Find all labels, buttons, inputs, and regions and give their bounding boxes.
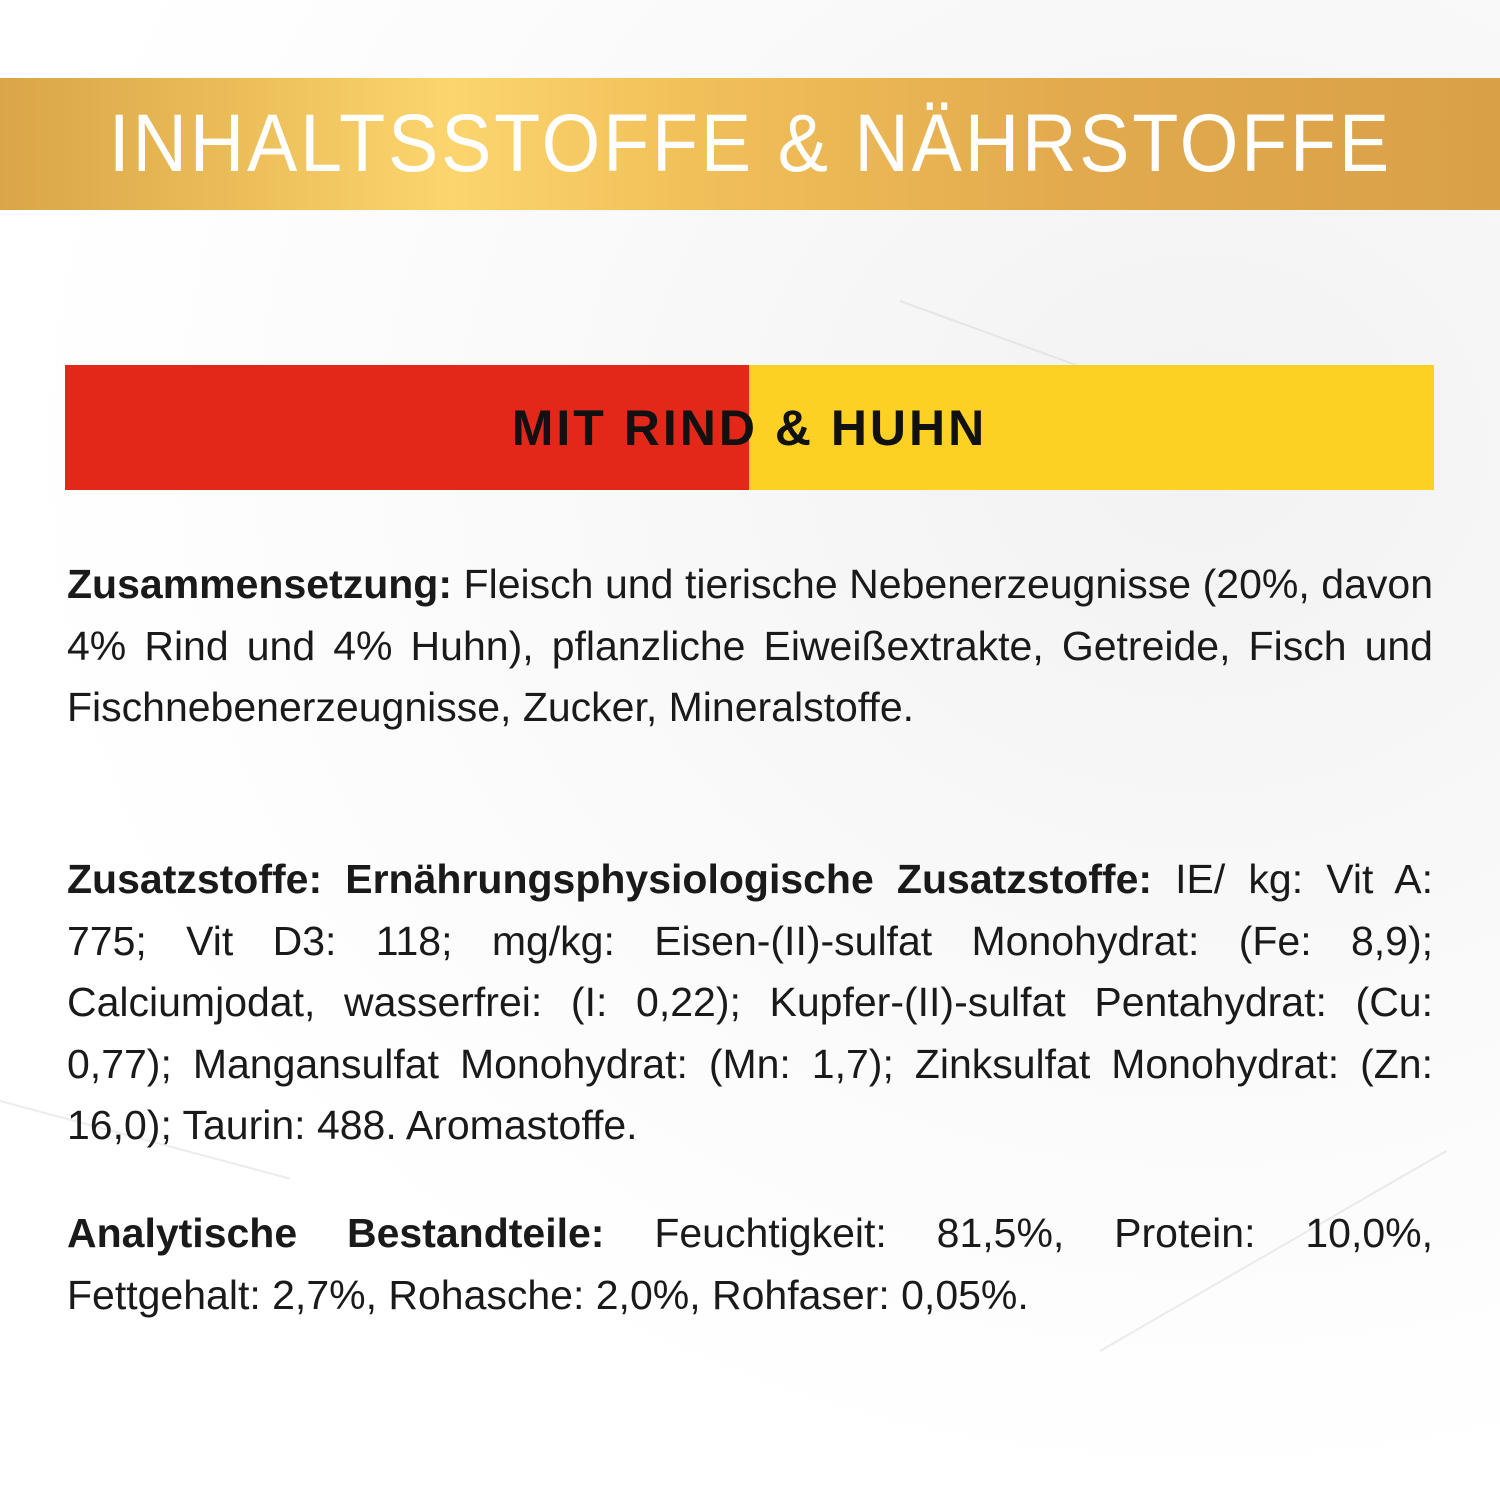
header-banner: INHALTSSTOFFE & NÄHRSTOFFE <box>0 78 1500 210</box>
analytical-section: Analytische Bestandteile: Feuchtigkeit: … <box>67 1203 1433 1326</box>
section-label: Zusammensetzung: <box>67 561 452 607</box>
flavor-red-segment <box>65 365 749 490</box>
flavor-yellow-segment <box>749 365 1434 490</box>
section-text: IE/ kg: Vit A: 775; Vit D3: 118; mg/kg: … <box>67 856 1433 1148</box>
section-label: Zusatzstoffe: Ernährungsphysiologische Z… <box>67 856 1153 902</box>
composition-section: Zusammensetzung: Fleisch und tierische N… <box>67 554 1433 739</box>
section-text: Feuchtigkeit: 81,5%, Protein: 10,0%, Fet… <box>67 1210 1433 1318</box>
additives-section: Zusatzstoffe: Ernährungsphysiologische Z… <box>67 849 1433 1157</box>
page-title: INHALTSSTOFFE & NÄHRSTOFFE <box>108 98 1392 189</box>
flavor-banner: MIT RIND & HUHN <box>65 365 1434 490</box>
flavor-label: MIT RIND & HUHN <box>511 399 988 456</box>
section-text: Fleisch und tierische Nebenerzeugnisse (… <box>67 561 1433 730</box>
section-label: Analytische Bestandteile: <box>67 1210 605 1256</box>
